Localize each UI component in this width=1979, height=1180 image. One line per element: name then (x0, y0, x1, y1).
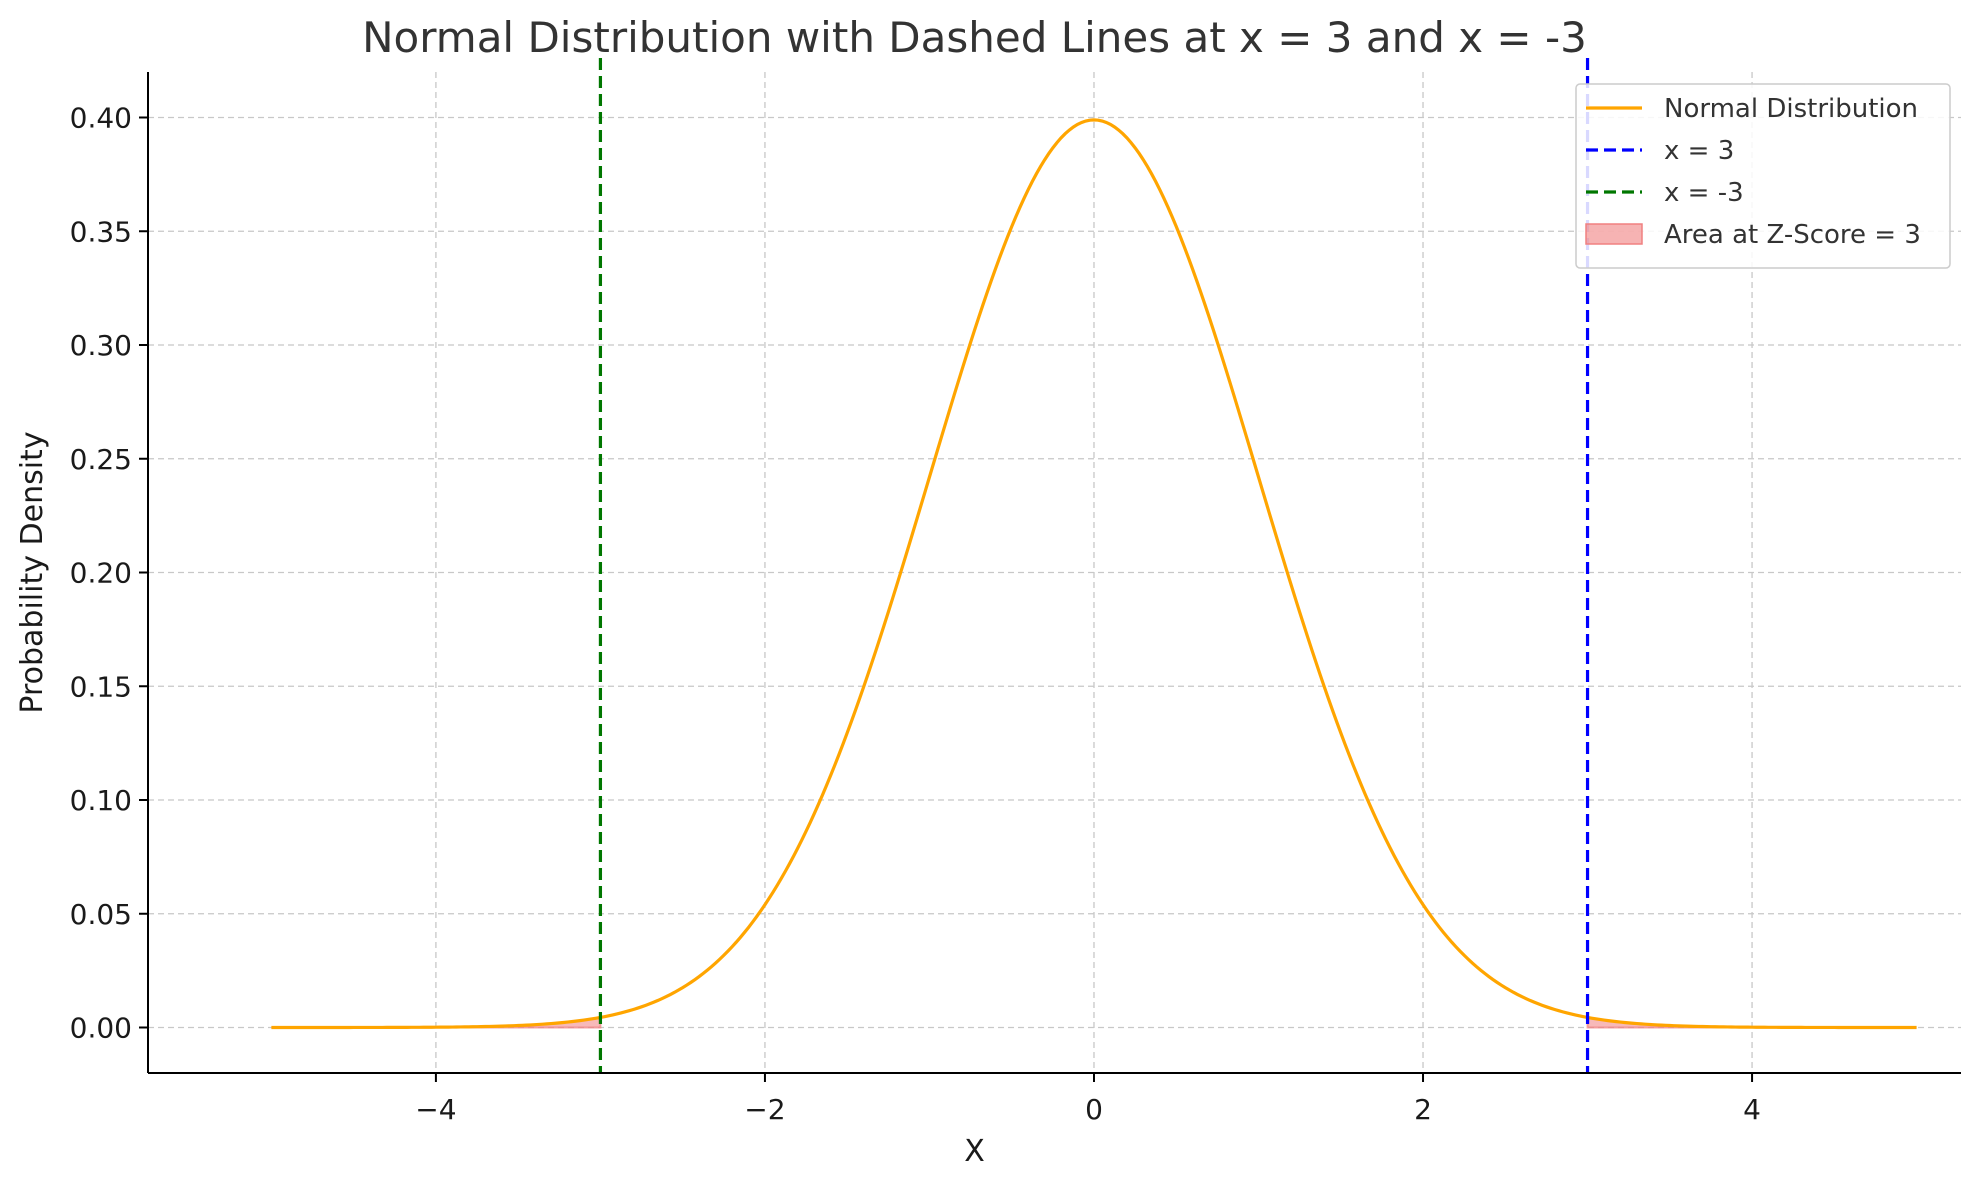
y-tick-label-4: 0.20 (70, 557, 132, 590)
x-tick-label-1: −2 (744, 1093, 785, 1126)
legend: Normal Distribution x = 3 x = -3 Area at Z-… (1575, 83, 1951, 269)
legend-swatch-3 (1585, 223, 1643, 245)
y-axis-label: Probability Density (15, 431, 50, 713)
legend-item-0: Normal Distribution (1586, 94, 1918, 124)
x-tick-label-2: 0 (1085, 1093, 1103, 1126)
x-tick-label-4: 4 (1743, 1093, 1761, 1126)
y-tick-label-1: 0.05 (70, 898, 132, 931)
x-axis-label: X (964, 1134, 985, 1169)
y-tick-label-7: 0.35 (70, 215, 132, 248)
legend-item-2: x = -3 (1586, 178, 1744, 208)
y-tick-label-8: 0.40 (70, 102, 132, 135)
y-tick-label-0: 0.00 (70, 1012, 132, 1045)
legend-label-3: Area at Z-Score = 3 (1664, 220, 1921, 250)
normal-distribution-curve (271, 118, 1917, 1030)
legend-label-2: x = -3 (1664, 178, 1744, 208)
chart-title: Normal Distribution with Dashed Lines at… (362, 13, 1587, 62)
x-tick-label-0: −4 (415, 1093, 456, 1126)
tick-layer: −4 −2 0 2 4 0.00 0.05 0.10 0.15 0.20 0.25 0.30 0.35 0… (70, 102, 1761, 1127)
legend-label-0: Normal Distribution (1664, 94, 1918, 124)
y-tick-label-2: 0.10 (70, 784, 132, 817)
legend-item-1: x = 3 (1586, 136, 1734, 166)
y-tick-label-6: 0.30 (70, 329, 132, 362)
legend-label-1: x = 3 (1664, 136, 1734, 166)
legend-box (1575, 83, 1951, 269)
legend-item-3: Area at Z-Score = 3 (1585, 220, 1921, 250)
y-tick-label-5: 0.25 (70, 443, 132, 476)
y-tick-label-3: 0.15 (70, 670, 132, 703)
x-tick-label-3: 2 (1414, 1093, 1432, 1126)
